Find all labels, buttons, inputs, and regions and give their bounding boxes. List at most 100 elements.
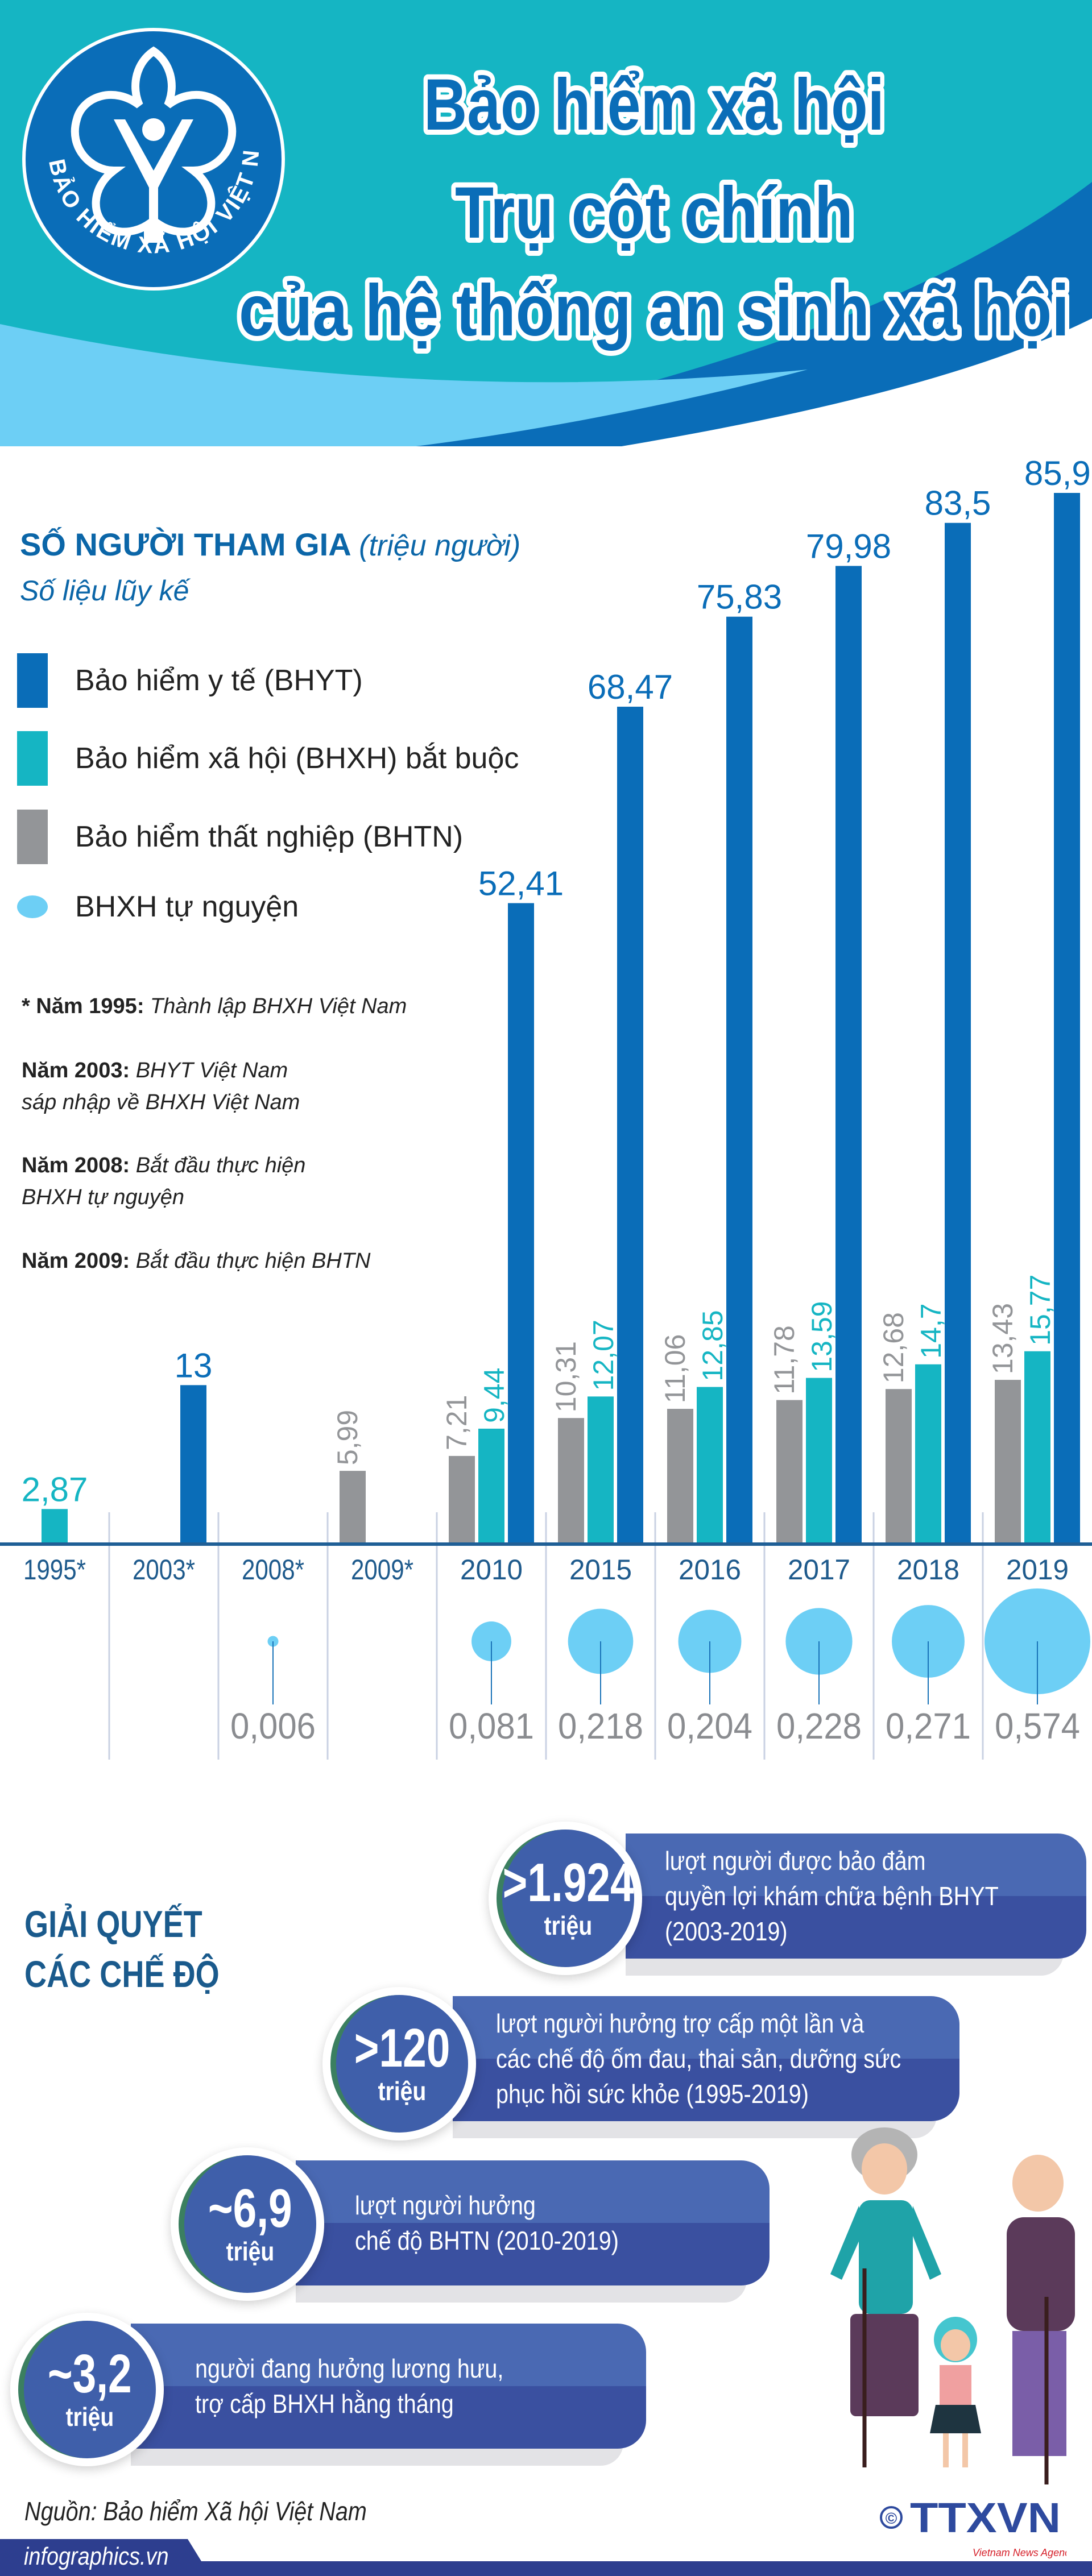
bar <box>1024 1351 1050 1544</box>
benefit-unit: triệu <box>378 2076 427 2106</box>
note-year: Năm 2009: <box>22 1249 130 1273</box>
bar <box>995 1380 1021 1544</box>
benefit-badge: ~3,2 triệu <box>10 2313 164 2466</box>
x-axis-label: 2009* <box>351 1554 413 1586</box>
title-line-1: Bảo hiểm xã hội <box>424 64 884 146</box>
bar <box>588 1396 614 1544</box>
benefit-value: ~3,2 <box>48 2343 132 2404</box>
bar <box>42 1509 68 1544</box>
bar <box>776 1400 803 1544</box>
benefit-line: các chế độ ốm đau, thai sản, dưỡng sức <box>496 2044 901 2073</box>
benefit-value: >120 <box>354 2018 450 2079</box>
data-label: 68,47 <box>588 668 673 706</box>
x-axis-label: 2015 <box>569 1554 632 1586</box>
bar <box>667 1409 693 1544</box>
benefit-badge: >1.924 triệu <box>489 1822 642 1975</box>
benefit-unit: triệu <box>544 1911 593 1940</box>
x-axis-label: 2010 <box>460 1554 523 1586</box>
benefit-description: lượt người được bảo đảm quyền lợi khám ch… <box>665 1843 1053 1949</box>
data-label: 13,59 <box>806 1301 838 1372</box>
bar <box>726 616 752 1544</box>
bar <box>478 1428 504 1544</box>
bar <box>558 1418 584 1544</box>
benefit-badge: ~6,9 triệu <box>171 2147 324 2301</box>
note-text: Bắt đầu thực hiện BHTN <box>135 1249 371 1273</box>
bubble-label: 0,081 <box>449 1706 534 1747</box>
benefit-unit: triệu <box>65 2402 114 2432</box>
bar <box>835 566 862 1544</box>
x-axis-label: 2016 <box>679 1554 741 1586</box>
data-label: 11,78 <box>768 1325 800 1394</box>
data-label: 14,7 <box>915 1303 947 1358</box>
legend-label: Bảo hiểm xã hội (BHXH) bắt buộc <box>75 742 519 775</box>
bar <box>617 707 643 1544</box>
data-label: 12,85 <box>697 1310 729 1381</box>
note-2003: Năm 2003: BHYT Việt Nam sáp nhập về BHXH … <box>22 1055 300 1118</box>
data-label: 83,5 <box>925 484 991 522</box>
benefits-title-line: CÁC CHẾ ĐỘ <box>24 1953 220 1995</box>
bubble-label: 0,218 <box>558 1706 643 1747</box>
data-label: 15,77 <box>1024 1275 1056 1346</box>
bubble-label: 0,204 <box>667 1706 752 1747</box>
note-2008: Năm 2008: Bắt đầu thực hiện BHXH tự nguyệ… <box>22 1150 305 1213</box>
legend-item-voluntary: BHXH tự nguyện <box>17 880 299 934</box>
data-label: 11,06 <box>659 1334 691 1403</box>
benefit-line: người đang hưởng lương hưu, <box>195 2354 504 2383</box>
bar <box>508 903 534 1544</box>
bubble-label: 0,006 <box>230 1706 316 1747</box>
bubble-label: 0,271 <box>886 1706 971 1747</box>
benefits-title-line: GIẢI QUYẾT <box>24 1903 202 1945</box>
elderly-family-illustration <box>830 2127 1075 2484</box>
bar <box>697 1387 723 1544</box>
note-year: Năm 2003: <box>22 1059 130 1082</box>
note-2009: Năm 2009: Bắt đầu thực hiện BHTN <box>22 1245 370 1277</box>
legend-item-bhtn: Bảo hiểm thất nghiệp (BHTN) <box>17 810 463 864</box>
x-axis-label: 1995* <box>23 1554 86 1586</box>
note-year: Năm 2008: <box>22 1154 130 1177</box>
bar <box>915 1364 941 1544</box>
benefits-title: GIẢI QUYẾT CÁC CHẾ ĐỘ <box>24 1899 220 1999</box>
benefit-description: lượt người hưởng chế độ BHTN (2010-2019) <box>355 2188 662 2258</box>
bubble-label: 0,574 <box>995 1706 1080 1747</box>
note-prefix: * <box>22 994 36 1018</box>
benefit-value: >1.924 <box>502 1852 634 1913</box>
benefit-value: ~6,9 <box>208 2178 292 2239</box>
data-label: 9,44 <box>478 1368 510 1423</box>
participants-chart: 2,87 1995* 13 2003* 2008* 0,006 5,99 2009* 7,21 9… <box>0 454 1092 1760</box>
bar <box>340 1471 366 1544</box>
ttxvn-logo: © TTXVN Vietnam News Agency <box>879 2494 1076 2562</box>
data-label: 5,99 <box>332 1410 363 1465</box>
page-title: Bảo hiểm xã hội Trụ cột chính của hệ thố… <box>234 59 1074 356</box>
data-label: 12,07 <box>588 1320 619 1391</box>
benefit-bar <box>626 1834 1086 1959</box>
benefit-bar <box>296 2160 770 2285</box>
note-text: Bắt đầu thực hiện <box>135 1154 306 1177</box>
benefit-unit: triệu <box>226 2237 275 2266</box>
bar <box>945 522 971 1545</box>
data-label: 10,31 <box>550 1341 582 1412</box>
note-year: Năm 1995: <box>36 994 144 1018</box>
benefit-line: quyền lợi khám chữa bệnh BHYT <box>665 1881 999 1911</box>
agency-subtitle: Vietnam News Agency <box>973 2547 1066 2558</box>
source-note: Nguồn: Bảo hiểm Xã hội Việt Nam <box>24 2496 367 2526</box>
data-label: 85,95 <box>1024 454 1092 492</box>
note-text: BHYT Việt Nam <box>135 1059 288 1082</box>
data-label: 13 <box>175 1346 213 1384</box>
benefit-line: chế độ BHTN (2010-2019) <box>355 2226 619 2255</box>
benefit-line: lượt người được bảo đảm <box>665 1846 926 1876</box>
bubble-label: 0,228 <box>776 1706 862 1747</box>
benefit-description: lượt người hưởng trợ cấp một lần và các c… <box>496 2006 967 2112</box>
benefit-description: người đang hưởng lương hưu, trợ cấp BHXH … <box>195 2351 554 2421</box>
footer-tab <box>0 2539 210 2576</box>
bar <box>1054 493 1080 1544</box>
data-label: 79,98 <box>806 527 891 565</box>
chart-title-text: SỐ NGƯỜI THAM GIA <box>20 526 350 562</box>
footer-site-link[interactable]: infographics.vn <box>24 2542 169 2570</box>
x-axis-label: 2019 <box>1006 1554 1069 1586</box>
benefit-line: phục hồi sức khỏe (1995-2019) <box>496 2079 809 2109</box>
title-line-2: Trụ cột chính <box>455 172 853 254</box>
data-label: 13,43 <box>987 1303 1019 1374</box>
legend-swatch-bhtn <box>17 810 48 864</box>
bar <box>180 1385 206 1544</box>
legend-label: BHXH tự nguyện <box>75 890 299 923</box>
